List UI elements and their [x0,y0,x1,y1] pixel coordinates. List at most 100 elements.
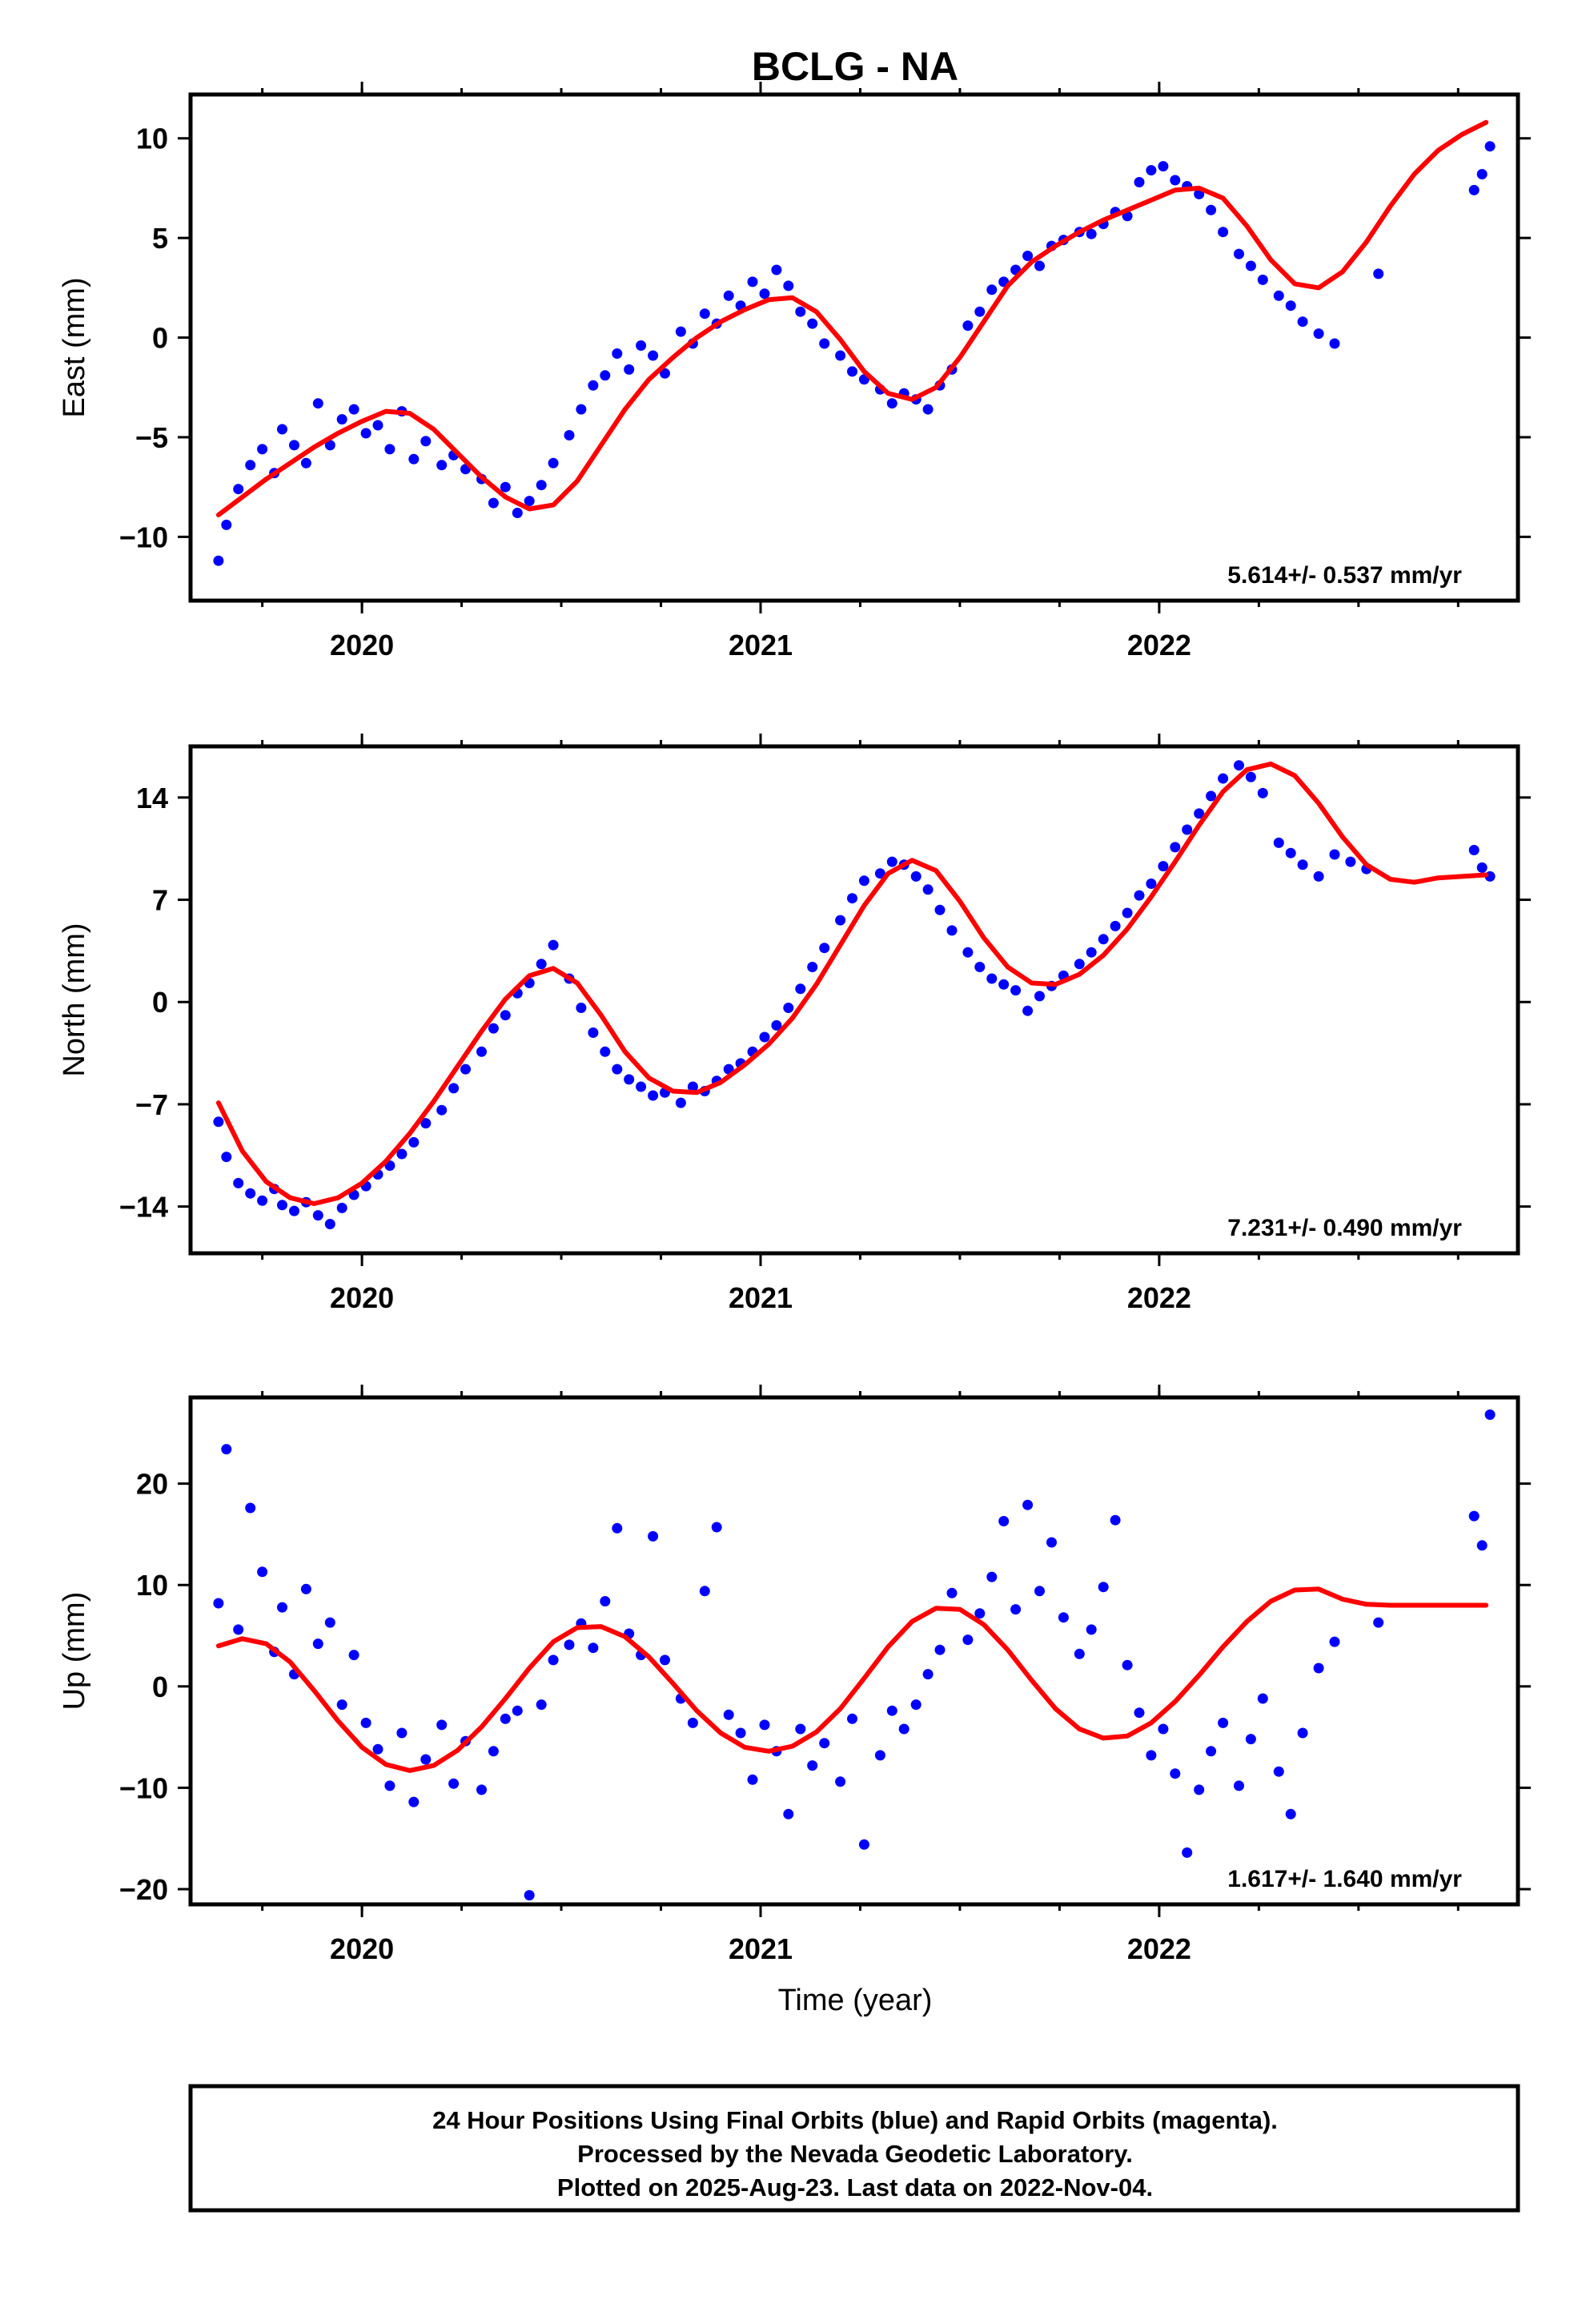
data-point [448,1083,460,1094]
data-point [1158,1723,1169,1735]
data-point [612,1522,623,1534]
data-point [312,398,323,409]
rate-label-north: 7.231+/- 0.490 mm/yr [1227,1215,1462,1241]
data-point [723,1709,734,1720]
data-point [1484,141,1496,152]
data-point [1206,790,1217,802]
data-point [807,318,818,329]
data-point [1134,1707,1145,1719]
data-point [257,444,268,455]
data-point [1234,1780,1244,1791]
data-point [277,1602,287,1613]
data-point [277,1200,287,1211]
data-point [1218,773,1229,784]
x-tick-label: 2021 [729,629,793,661]
data-point [699,308,710,320]
data-point [213,555,224,566]
data-point [600,1596,611,1606]
data-point [245,460,256,471]
data-point [1373,1617,1384,1628]
data-point [1134,177,1145,187]
data-point [1476,1540,1488,1551]
model-line-east [215,119,1489,517]
data-point [819,1738,830,1749]
data-point [348,1650,359,1661]
data-point [612,348,623,359]
data-point [819,943,830,954]
data-point [600,370,611,381]
data-point [974,1608,986,1619]
data-point [1146,879,1157,889]
data-point [1468,845,1480,855]
data-point [962,320,974,332]
data-point [536,959,547,970]
data-point [1273,290,1284,301]
y-tick-label: 0 [152,322,168,355]
data-point [783,1003,794,1013]
rate-label-up: 1.617+/- 1.640 mm/yr [1227,1866,1462,1892]
data-point [612,1063,623,1075]
data-point [946,1587,958,1598]
data-point [636,340,647,351]
data-point [460,1063,471,1075]
data-point [986,1571,998,1582]
data-point [922,884,934,895]
data-point [257,1566,268,1578]
data-point [886,398,897,409]
data-point [648,350,659,361]
y-tick-label: −14 [119,1191,168,1224]
data-point [1285,1808,1296,1819]
data-point [723,290,734,301]
rate-label-east: 5.614+/- 0.537 mm/yr [1227,562,1462,589]
data-point [420,1754,432,1765]
y-axis-label-up: Up (mm) [58,1592,91,1711]
data-point [1329,338,1340,349]
data-point [1098,1582,1109,1593]
data-point [1313,1663,1324,1674]
data-point [795,983,806,995]
data-point [436,1104,448,1116]
data-point [588,1027,599,1038]
data-point [1297,1727,1308,1739]
data-point [946,925,958,936]
data-point [213,1116,224,1128]
data-point [1257,787,1268,798]
data-point [847,366,857,377]
x-tick-label: 2022 [1127,1281,1191,1314]
data-point [711,1522,722,1533]
data-point [759,1031,770,1043]
data-point [699,1586,710,1597]
data-point [835,915,846,926]
footer-line-3: Plotted on 2025-Aug-23. Last data on 202… [557,2173,1153,2201]
y-tick-label: 20 [136,1468,168,1501]
data-point [835,1776,846,1787]
plot-frame-up [188,1395,1520,1907]
data-point [795,306,806,317]
data-point [1110,1514,1121,1526]
data-point [500,1010,511,1021]
data-point [974,962,986,972]
data-point [1022,1005,1034,1016]
data-point [408,453,420,464]
data-point [221,519,232,530]
data-point [1110,920,1121,931]
data-point [974,306,986,317]
data-point [922,404,934,415]
data-point [874,868,885,879]
data-point [1074,1648,1085,1659]
data-point [221,1444,232,1455]
y-tick-label: 5 [152,222,168,255]
plot-frame-east [188,92,1520,603]
data-point [1273,1766,1284,1777]
footer-line-1: 24 Hour Positions Using Final Orbits (bl… [432,2106,1278,2134]
data-point [324,1219,335,1229]
y-axis-label-east: East (mm) [58,277,91,417]
data-point [1484,1409,1496,1420]
data-point [998,979,1010,990]
data-point [1257,1693,1268,1704]
data-point [1034,260,1045,271]
data-point [488,1023,499,1034]
data-point [1476,169,1488,179]
y-tick-label: −10 [119,1771,168,1804]
data-point [962,947,974,958]
